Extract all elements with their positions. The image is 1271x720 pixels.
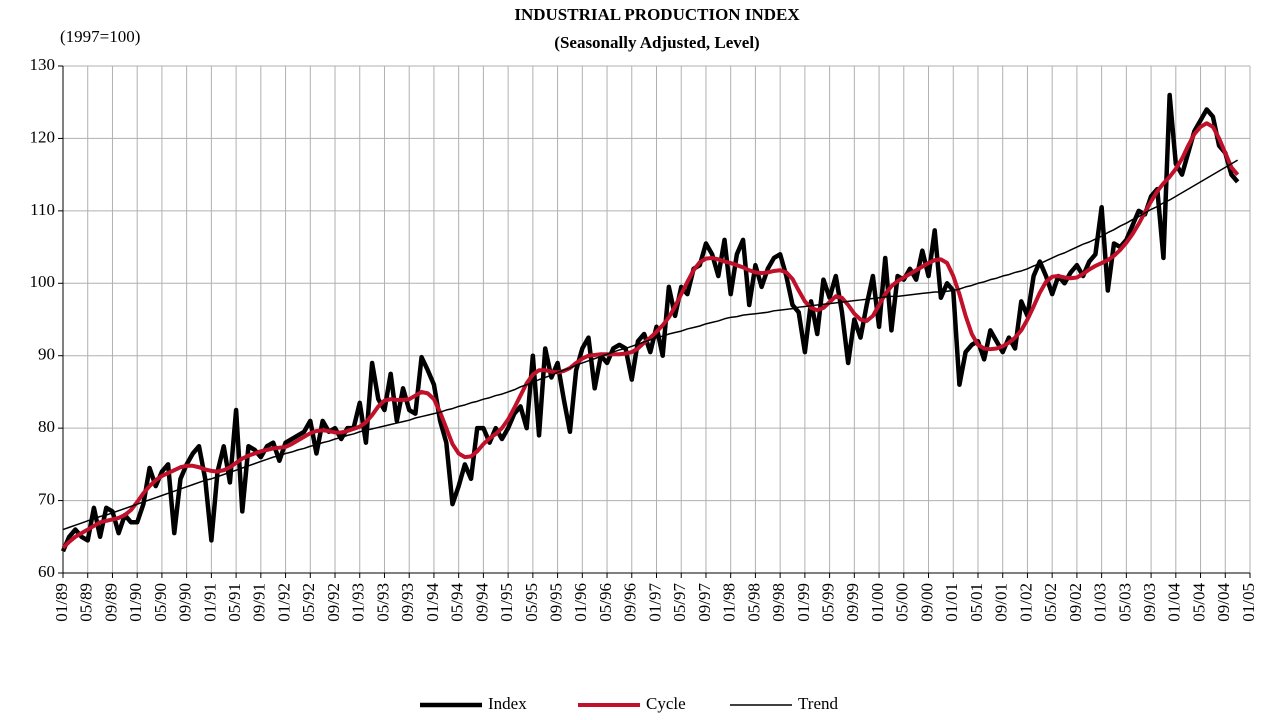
chart-title: INDUSTRIAL PRODUCTION INDEX: [514, 5, 800, 24]
x-tick-label: 09/98: [769, 583, 788, 622]
x-tick-label: 09/93: [398, 583, 417, 622]
x-tick-label: 09/00: [917, 583, 936, 622]
x-tick-label: 01/98: [720, 583, 739, 622]
x-tick-label: 01/05: [1239, 583, 1258, 622]
x-tick-label: 09/01: [992, 583, 1011, 622]
x-tick-label: 05/04: [1189, 583, 1208, 622]
y-tick-label: 90: [38, 345, 55, 364]
x-tick-label: 05/92: [299, 583, 318, 622]
x-tick-label: 05/98: [744, 583, 763, 622]
x-tick-label: 09/91: [250, 583, 269, 622]
x-tick-label: 05/94: [448, 583, 467, 622]
x-tick-label: 01/93: [349, 583, 368, 622]
x-tick-label: 05/95: [522, 583, 541, 622]
y-tick-label: 110: [30, 200, 55, 219]
x-tick-label: 09/92: [324, 583, 343, 622]
series-line: [61, 121, 1240, 550]
x-tick-label: 05/99: [819, 583, 838, 622]
x-tick-label: 05/90: [151, 583, 170, 622]
x-tick-label: 01/99: [794, 583, 813, 622]
x-tick-label: 05/91: [225, 583, 244, 622]
x-tick-label: 09/89: [101, 583, 120, 622]
x-tick-label: 01/02: [1016, 583, 1035, 622]
x-tick-label: 01/04: [1165, 583, 1184, 622]
x-tick-label: 09/94: [472, 583, 491, 622]
x-tick-label: 05/93: [373, 583, 392, 622]
x-tick-label: 01/94: [423, 583, 442, 622]
legend-label: Index: [488, 694, 527, 713]
x-tick-label: 01/97: [645, 583, 664, 622]
x-tick-label: 01/00: [868, 583, 887, 622]
x-tick-label: 05/96: [596, 583, 615, 622]
x-tick-label: 05/02: [1041, 583, 1060, 622]
y-axis-label: (1997=100): [60, 27, 140, 46]
x-tick-label: 09/02: [1066, 583, 1085, 622]
x-tick-label: 09/95: [546, 583, 565, 622]
x-tick-label: 01/91: [200, 583, 219, 622]
y-tick-label: 130: [30, 55, 56, 74]
y-tick-label: 120: [30, 127, 56, 146]
x-tick-label: 01/03: [1091, 583, 1110, 622]
x-tick-label: 09/99: [843, 583, 862, 622]
series-line: [60, 92, 1240, 553]
x-tick-label: 01/92: [274, 583, 293, 622]
y-tick-label: 70: [38, 489, 55, 508]
x-tick-label: 09/03: [1140, 583, 1159, 622]
x-tick-label: 05/97: [670, 583, 689, 622]
legend-label: Cycle: [646, 694, 686, 713]
x-tick-label: 09/90: [176, 583, 195, 622]
y-tick-label: 100: [30, 272, 56, 291]
legend-label: Trend: [798, 694, 838, 713]
x-tick-label: 09/97: [695, 583, 714, 622]
x-tick-label: 01/95: [497, 583, 516, 622]
x-tick-label: 05/01: [967, 583, 986, 622]
x-tick-label: 01/90: [126, 583, 145, 622]
y-tick-label: 80: [38, 417, 55, 436]
x-tick-label: 09/04: [1214, 583, 1233, 622]
x-tick-label: 01/01: [942, 583, 961, 622]
x-tick-label: 01/96: [571, 583, 590, 622]
x-tick-label: 05/03: [1115, 583, 1134, 622]
x-tick-label: 01/89: [52, 583, 71, 622]
x-tick-label: 05/00: [893, 583, 912, 622]
series-line: [62, 159, 1239, 531]
y-tick-label: 60: [38, 562, 55, 581]
x-tick-label: 09/96: [621, 583, 640, 622]
chart-subtitle: (Seasonally Adjusted, Level): [554, 33, 759, 52]
x-tick-label: 05/89: [77, 583, 96, 622]
